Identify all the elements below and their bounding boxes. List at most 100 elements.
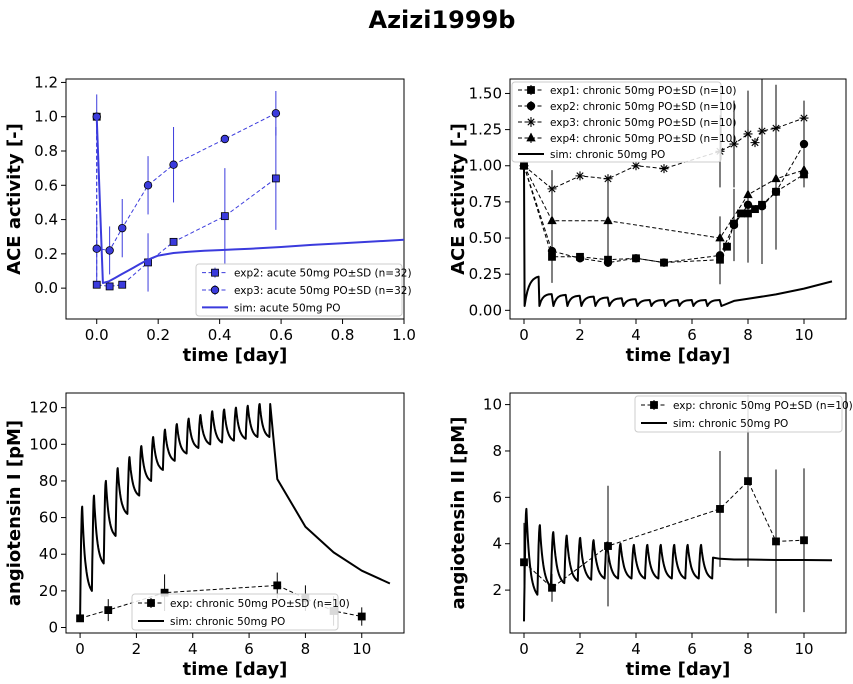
data-point bbox=[357, 612, 366, 621]
data-point bbox=[631, 161, 641, 171]
data-point bbox=[771, 173, 781, 183]
legend-box bbox=[195, 263, 403, 317]
y-tick-label: 0.0 bbox=[34, 279, 58, 297]
series-1 bbox=[520, 161, 808, 267]
plot-area bbox=[65, 78, 405, 320]
x-tick-label: 0.8 bbox=[331, 326, 355, 344]
y-tick-label: 120 bbox=[29, 399, 58, 417]
data-point bbox=[220, 134, 230, 144]
y-axis-label: ACE activity [-] bbox=[448, 123, 469, 275]
x-axis-label: time [day] bbox=[183, 659, 288, 680]
legend-label: sim: chronic 50mg PO bbox=[170, 616, 285, 628]
legend: exp2: acute 50mg PO±SD (n=32) exp3: acute… bbox=[195, 263, 412, 317]
x-tick-label: 0.2 bbox=[146, 326, 170, 344]
y-tick-label: 1.25 bbox=[469, 121, 502, 139]
y-tick-label: 0.6 bbox=[34, 176, 58, 194]
legend-label: exp1: chronic 50mg PO±SD (n=10) bbox=[550, 85, 736, 97]
data-point bbox=[751, 205, 759, 214]
y-tick-label: 4 bbox=[492, 535, 502, 553]
data-point bbox=[273, 581, 282, 590]
data-point bbox=[737, 209, 745, 218]
series-line bbox=[523, 143, 805, 264]
series-group bbox=[76, 403, 391, 626]
data-point bbox=[757, 126, 767, 136]
series-2 bbox=[523, 507, 833, 622]
x-tick-label: 10 bbox=[794, 326, 813, 344]
series-line bbox=[96, 116, 277, 287]
data-point bbox=[105, 246, 114, 255]
data-point bbox=[750, 138, 760, 148]
x-tick-label: 0.6 bbox=[269, 326, 293, 344]
data-point bbox=[603, 215, 613, 225]
data-point bbox=[220, 212, 229, 221]
legend-box bbox=[131, 593, 339, 631]
series-2 bbox=[92, 91, 281, 280]
legend-label: exp4: chronic 50mg PO±SD (n=10) bbox=[550, 133, 736, 145]
data-point bbox=[118, 223, 127, 233]
sim-line bbox=[95, 116, 404, 284]
data-point bbox=[659, 164, 669, 174]
legend-label: exp: chronic 50mg PO±SD (n=10) bbox=[673, 400, 853, 412]
data-point bbox=[92, 244, 101, 253]
y-tick-label: 0.4 bbox=[34, 211, 58, 229]
y-tick-label: 20 bbox=[39, 582, 58, 600]
y-axis-label: angiotensin I [pM] bbox=[4, 420, 25, 606]
series-line bbox=[96, 112, 277, 251]
data-point bbox=[92, 280, 101, 289]
y-tick-label: 0.25 bbox=[469, 265, 502, 283]
legend-marker bbox=[526, 132, 536, 142]
legend: exp: chronic 50mg PO±SD (n=10) sim: chron… bbox=[131, 593, 350, 631]
x-tick-label: 4 bbox=[631, 640, 641, 658]
data-point bbox=[271, 174, 280, 183]
x-tick-label: 2 bbox=[575, 640, 585, 658]
series-line bbox=[523, 165, 805, 264]
y-tick-label: 2 bbox=[492, 581, 502, 599]
data-point bbox=[169, 160, 178, 169]
x-axis-label: time [day] bbox=[183, 345, 288, 366]
x-tick-label: 8 bbox=[743, 326, 753, 344]
legend-label: exp3: acute 50mg PO±SD (n=32) bbox=[234, 285, 412, 297]
data-point bbox=[743, 189, 753, 199]
legend-marker bbox=[526, 101, 536, 111]
legend-marker bbox=[147, 599, 155, 607]
data-point bbox=[143, 181, 153, 190]
x-tick-label: 2 bbox=[575, 326, 585, 344]
data-point bbox=[799, 164, 809, 174]
y-axis-label: ACE activity [-] bbox=[4, 123, 25, 275]
series-3 bbox=[95, 116, 404, 284]
y-tick-label: 80 bbox=[39, 472, 58, 490]
legend-box bbox=[634, 395, 843, 433]
y-tick-label: 0.8 bbox=[34, 142, 58, 160]
x-tick-label: 2 bbox=[132, 640, 142, 658]
chart-panel-4: 0 2 4 6 8 10 2 4 6 8 10 time [day] angiotensin II [p… bbox=[448, 392, 853, 680]
series-line bbox=[523, 480, 805, 589]
data-point bbox=[659, 258, 669, 267]
y-tick-label: 8 bbox=[492, 442, 502, 460]
data-point bbox=[744, 477, 752, 486]
legend-label: exp2: chronic 50mg PO±SD (n=10) bbox=[550, 101, 736, 113]
data-point bbox=[575, 254, 585, 263]
y-tick-label: 0 bbox=[48, 619, 58, 637]
chart-panel-2: 0 2 4 6 8 10 0.00 0.25 0.50 0.75 1.00 1.25 1.50 time … bbox=[448, 78, 847, 366]
data-point bbox=[729, 220, 739, 230]
x-tick-label: 0.0 bbox=[85, 326, 109, 344]
sim-line bbox=[79, 403, 391, 619]
sim-line bbox=[523, 165, 833, 307]
data-point bbox=[105, 282, 114, 291]
series-group bbox=[520, 395, 833, 622]
y-tick-label: 1.00 bbox=[469, 157, 502, 175]
data-point bbox=[799, 139, 809, 149]
series-group bbox=[92, 91, 404, 292]
legend-label: sim: chronic 50mg PO bbox=[550, 149, 665, 161]
x-tick-label: 0 bbox=[519, 640, 529, 658]
chart-panel-1: 0.0 0.2 0.4 0.6 0.8 1.0 0.0 0.2 0.4 0.6 0.8 1.0 1.2 t… bbox=[4, 73, 416, 366]
y-axis-label: angiotensin II [pM] bbox=[448, 417, 469, 610]
data-point bbox=[729, 139, 739, 149]
y-tick-label: 6 bbox=[492, 488, 502, 506]
legend-marker bbox=[650, 401, 658, 409]
x-axis-label: time [day] bbox=[626, 659, 731, 680]
y-tick-label: 10 bbox=[483, 396, 502, 414]
x-tick-label: 1.0 bbox=[392, 326, 416, 344]
legend-label: exp3: chronic 50mg PO±SD (n=10) bbox=[550, 117, 736, 129]
